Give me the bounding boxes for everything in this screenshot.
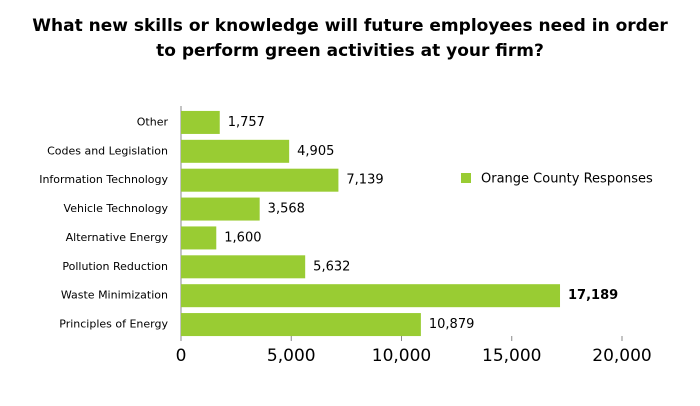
legend-swatch [461,173,471,183]
legend-label: Orange County Responses [481,172,653,187]
bar [181,110,220,134]
bar [181,226,217,250]
y-tick-label: Alternative Energy [66,231,169,244]
bar [181,284,561,308]
value-label: 7,139 [346,173,383,188]
y-tick-label: Waste Minimization [61,289,168,302]
bar [181,139,290,163]
value-label: 5,632 [313,259,350,274]
y-tick-label: Pollution Reduction [62,260,168,273]
value-label: 1,757 [228,115,265,130]
value-label: 17,189 [568,288,618,303]
y-tick-label: Information Technology [39,173,168,186]
x-tick-label: 15,000 [482,346,541,366]
y-tick-label: Codes and Legislation [47,144,168,157]
y-tick-label: Other [137,115,169,128]
y-tick-label: Principles of Energy [59,318,168,331]
value-label: 10,879 [429,317,475,332]
x-tick-label: 20,000 [592,346,651,366]
bar [181,168,339,192]
chart-title: What new skills or knowledge will future… [32,16,668,61]
value-label: 3,568 [268,202,305,217]
value-label: 4,905 [297,144,334,159]
x-tick-label: 10,000 [372,346,431,366]
bar [181,255,306,279]
x-tick-label: 5,000 [267,346,316,366]
bar [181,313,421,337]
y-tick-label: Vehicle Technology [64,202,169,215]
value-label: 1,600 [224,230,261,245]
bar [181,197,260,221]
x-tick-label: 0 [176,346,187,366]
